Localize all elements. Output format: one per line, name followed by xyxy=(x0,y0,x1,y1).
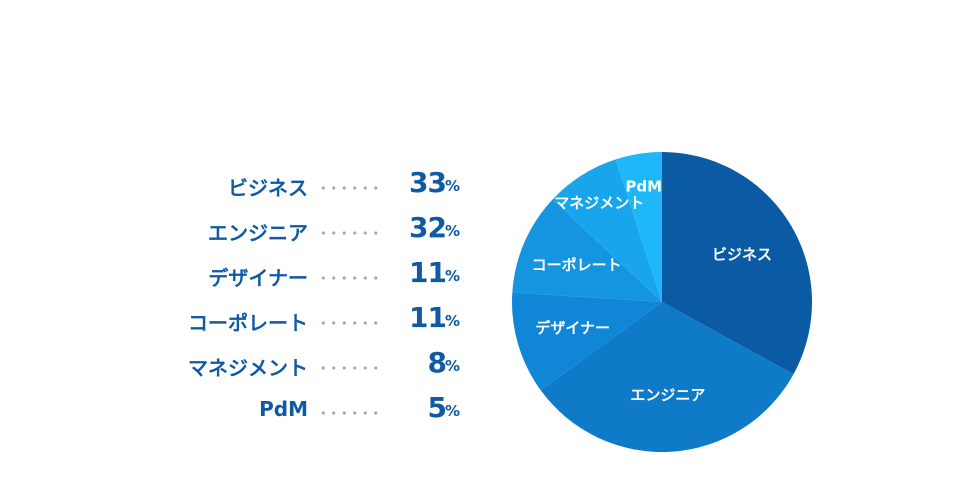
legend-label: ビジネス xyxy=(228,176,308,200)
legend-value: 32 xyxy=(409,211,447,244)
pie-slice xyxy=(615,152,662,302)
legend-item: PdM 5% xyxy=(150,391,460,438)
legend-dot-leader xyxy=(318,366,380,370)
slice-label: マネジメント xyxy=(554,194,644,212)
legend-dot-leader xyxy=(318,186,380,190)
legend-item: ビジネス 33% xyxy=(150,166,460,213)
legend-item: マネジメント 8% xyxy=(150,346,460,393)
legend-unit: % xyxy=(444,402,460,420)
pie-slice xyxy=(512,292,662,391)
legend-unit: % xyxy=(444,312,460,330)
pie-slice xyxy=(540,302,794,452)
legend-label: PdM xyxy=(259,397,308,421)
legend-value: 33 xyxy=(409,166,447,199)
slice-label: エンジニア xyxy=(630,386,705,404)
slice-label: デザイナー xyxy=(535,319,610,337)
slice-label: コーポレート xyxy=(532,256,622,274)
legend-item: コーポレート 11% xyxy=(150,301,460,348)
slice-label: PdM xyxy=(625,177,662,195)
legend-unit: % xyxy=(444,267,460,285)
legend-dot-leader xyxy=(318,231,380,235)
pie-slice xyxy=(662,152,812,375)
legend-label: マネジメント xyxy=(188,356,308,380)
legend-label: コーポレート xyxy=(188,311,308,335)
legend-value: 5 xyxy=(427,391,448,424)
legend-item: デザイナー 11% xyxy=(150,256,460,303)
slice-label: ビジネス xyxy=(712,246,772,264)
legend-item: エンジニア 32% xyxy=(150,211,460,258)
pie-slice xyxy=(512,199,662,302)
pie-slice xyxy=(552,159,662,302)
legend-dot-leader xyxy=(318,321,380,325)
legend-label: エンジニア xyxy=(208,221,308,245)
legend-unit: % xyxy=(444,357,460,375)
legend-value: 8 xyxy=(427,346,448,379)
chart-legend: ビジネス 33% エンジニア 32% デザイナー 11% コーポレート 11% マネジメント 8%… xyxy=(150,166,460,438)
legend-dot-leader xyxy=(318,276,380,280)
legend-label: デザイナー xyxy=(208,266,308,290)
legend-value: 11 xyxy=(409,256,447,289)
legend-value: 11 xyxy=(409,301,447,334)
legend-dot-leader xyxy=(318,411,380,415)
legend-unit: % xyxy=(444,222,460,240)
legend-unit: % xyxy=(444,177,460,195)
